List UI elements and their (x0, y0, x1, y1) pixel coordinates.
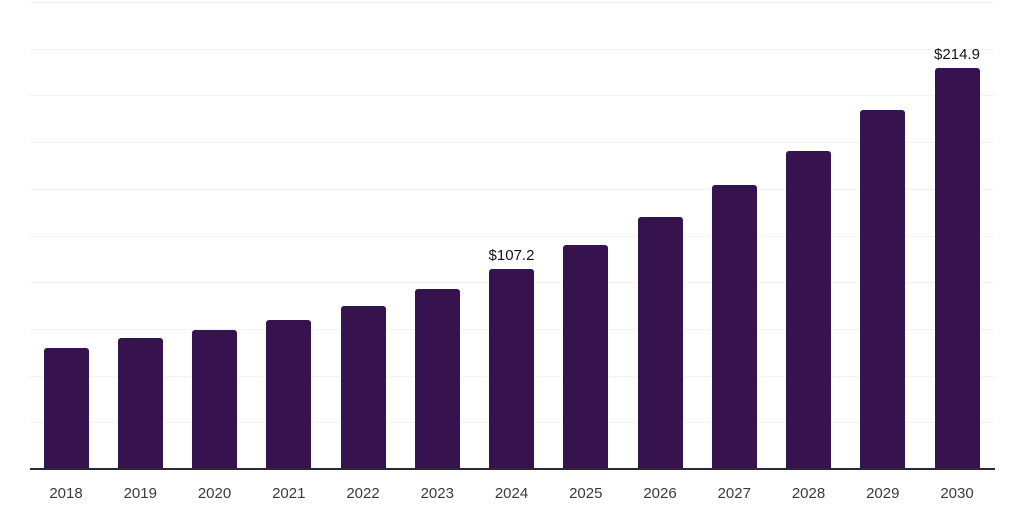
gridline (30, 142, 995, 144)
x-axis-tick-label-2020: 2020 (197, 485, 232, 502)
bar-2022 (340, 306, 386, 469)
x-axis-line (30, 468, 995, 470)
bar-value-label-2030: $214.9 (934, 45, 980, 63)
gridline (30, 235, 995, 237)
bar-2030 (934, 67, 980, 469)
gridline (30, 188, 995, 190)
x-axis-tick-label-2023: 2023 (420, 485, 454, 502)
gridline (30, 48, 995, 50)
bar-value-label-2024: $107.2 (488, 246, 535, 264)
bar-2019 (117, 337, 163, 469)
bar-2028 (786, 150, 831, 469)
bar-2021 (266, 319, 312, 469)
gridline (30, 95, 995, 97)
bar-2025 (563, 245, 609, 469)
x-axis-tick-label-2022: 2022 (346, 485, 380, 502)
x-axis-tick-label-2027: 2027 (717, 485, 751, 502)
bar-2020 (192, 330, 237, 469)
x-axis-tick-label-2024: 2024 (494, 485, 529, 502)
x-axis-tick-label-2030: 2030 (940, 485, 974, 502)
x-axis-tick-label-2021: 2021 (272, 485, 306, 502)
x-axis-tick-label-2028: 2028 (791, 485, 826, 502)
x-axis-tick-label-2025: 2025 (569, 485, 603, 502)
gridline (30, 2, 995, 3)
x-axis-tick-label-2029: 2029 (866, 485, 900, 502)
bar-2026 (637, 216, 683, 469)
bar-2024 (489, 268, 534, 469)
bar-2029 (860, 109, 906, 469)
bar-2018 (43, 347, 89, 469)
x-axis-tick-label-2019: 2019 (123, 485, 157, 502)
x-axis-tick-label-2018: 2018 (49, 485, 83, 502)
bar-2027 (711, 185, 757, 469)
bar-2023 (414, 289, 460, 469)
x-axis-tick-label-2026: 2026 (643, 485, 677, 502)
